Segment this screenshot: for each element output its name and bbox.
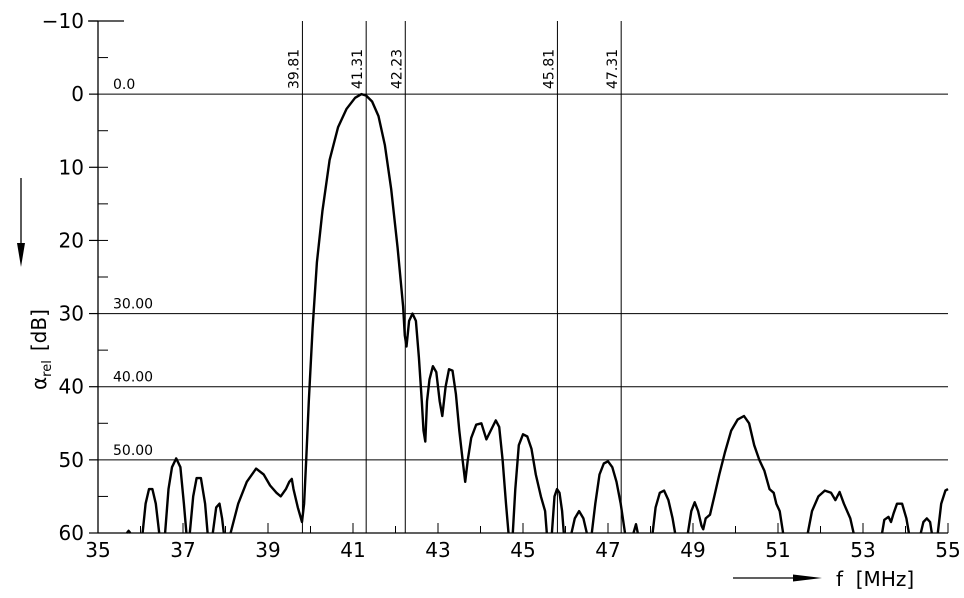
attenuation-curve-segment	[125, 529, 132, 534]
attenuation-curve-segment	[936, 488, 949, 534]
x-tick-label: 41	[340, 538, 365, 562]
horizontal-reference-label: 30.00	[113, 297, 153, 313]
svg-text:αrel[dB]: αrel [dB]	[27, 309, 55, 390]
y-tick-label: 30	[59, 302, 84, 326]
attenuation-curve-segment	[211, 502, 225, 534]
attenuation-curve-segment	[229, 92, 510, 534]
x-tick-label: 39	[255, 538, 280, 562]
attenuation-curve-segment	[651, 489, 677, 534]
attenuation-curve-segment	[880, 502, 911, 534]
x-tick-label: 49	[680, 538, 705, 562]
reference-lines-layer	[301, 21, 622, 533]
x-tick-label: 51	[765, 538, 790, 562]
attenuation-curve-segment	[188, 476, 209, 534]
horizontal-reference-label: 50.00	[113, 443, 153, 459]
x-axis-label: f [MHz]	[836, 567, 914, 591]
y-tick-label: 0	[71, 82, 84, 106]
horizontal-reference-label: 0.0	[113, 77, 135, 93]
x-tick-label: 53	[850, 538, 875, 562]
vertical-reference-label: 42.23	[389, 49, 405, 89]
y-axis-symbol: α	[27, 377, 51, 390]
vertical-reference-label: 39.81	[286, 49, 302, 89]
label-layer: 0.0 30.00 40.00 50.00 39.81 41.31 42.23 45.81 47…	[113, 49, 621, 459]
y-axis-label: αrel [dB]	[27, 309, 55, 390]
y-axis-subscript: rel	[40, 360, 55, 377]
y-axis-arrow	[17, 178, 25, 267]
attenuation-curve-segment	[511, 433, 548, 534]
x-tick-label: 55	[935, 538, 960, 562]
x-tick-label: 35	[85, 538, 110, 562]
attenuation-curve-segment	[550, 487, 565, 534]
x-tick-label: 47	[595, 538, 620, 562]
x-tick-label: 37	[170, 538, 195, 562]
y-tick-label: 20	[59, 228, 84, 252]
y-axis-unit: [dB]	[27, 309, 51, 351]
x-axis-arrow	[733, 574, 822, 582]
vertical-reference-label: 47.31	[605, 49, 621, 89]
y-tick-label: −10	[42, 9, 84, 33]
grid-layer	[98, 93, 948, 461]
vertical-reference-label: 41.31	[350, 49, 366, 89]
attenuation-curve-segment	[632, 523, 639, 534]
horizontal-reference-label: 40.00	[113, 370, 153, 386]
attenuation-curve-segment	[806, 489, 855, 534]
x-tick-label: 45	[510, 538, 535, 562]
attenuation-curve-segment	[590, 460, 627, 534]
vertical-reference-label: 45.81	[541, 49, 557, 89]
y-tick-label: 40	[59, 375, 84, 399]
y-tick-label: 60	[59, 521, 84, 545]
y-tick-label: 50	[59, 448, 84, 472]
attenuation-curve-segment	[141, 487, 161, 534]
attenuation-curve-segment	[686, 414, 785, 534]
x-tick-label: 43	[425, 538, 450, 562]
attenuation-curve-segment	[570, 509, 588, 534]
curve-layer	[125, 92, 949, 534]
attenuation-curve-segment	[919, 517, 933, 534]
attenuation-curve-segment	[163, 457, 188, 534]
y-tick-label: 10	[59, 155, 84, 179]
